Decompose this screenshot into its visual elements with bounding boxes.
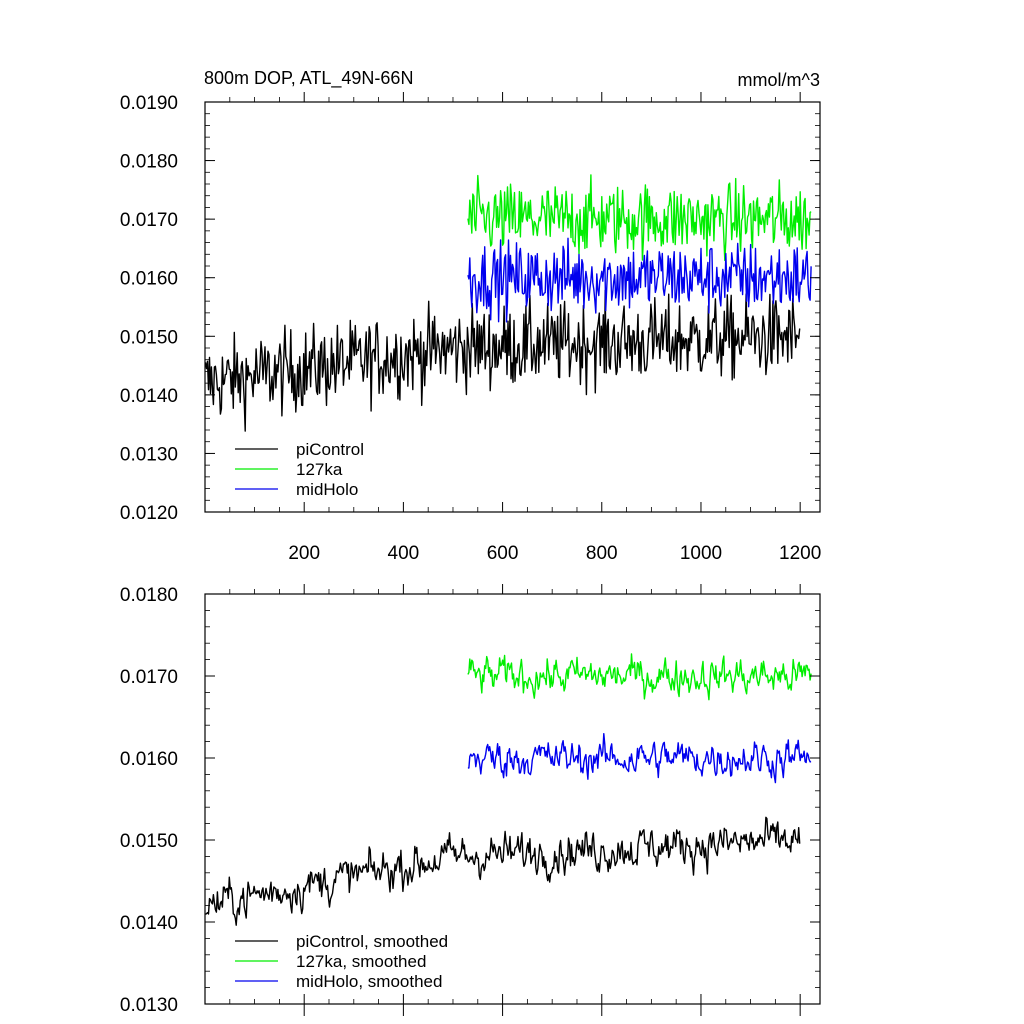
y-tick-label: 0.0160 (120, 269, 178, 290)
y-tick-label: 0.0130 (120, 995, 178, 1016)
x-tick-label: 400 (388, 543, 420, 564)
bottom-legend: piControl, smoothed 127ka, smoothed midH… (235, 932, 448, 991)
y-tick-label: 0.0190 (120, 93, 178, 114)
legend-label-picontrol-smoothed: piControl, smoothed (296, 932, 448, 951)
y-tick-label: 0.0160 (120, 749, 178, 770)
y-tick-label: 0.0140 (120, 386, 178, 407)
y-tick-label: 0.0150 (120, 831, 178, 852)
y-tick-label: 0.0150 (120, 327, 178, 348)
x-tick-label: 1000 (680, 543, 722, 564)
series-line-1 (467, 174, 812, 262)
legend-label-picontrol: piControl (296, 440, 364, 459)
bottom-ticks: 0.0130 0.0140 0.0150 0.0160 0.0170 0.0180 (120, 584, 820, 1016)
top-chart-title: 800m DOP, ATL_49N-66N (204, 68, 413, 89)
bottom-plot-frame (204, 593, 821, 1005)
bottom-panel: 0.0130 0.0140 0.0150 0.0160 0.0170 0.0180 piC… (120, 584, 821, 1016)
legend-label-midholo-smoothed: midHolo, smoothed (296, 972, 442, 991)
x-tick-label: 800 (586, 543, 618, 564)
top-plot-frame (204, 101, 821, 513)
legend-label-127ka: 127ka (296, 460, 343, 479)
y-tick-label: 0.0130 (120, 444, 178, 465)
x-tick-label: 600 (487, 543, 519, 564)
top-ticks: 0.0120 0.0130 0.0140 0.0150 0.0160 0.0170 0.01… (120, 92, 821, 564)
top-units-label: mmol/m^3 (738, 70, 820, 90)
y-tick-label: 0.0180 (120, 585, 178, 606)
x-tick-label: 1200 (779, 543, 821, 564)
series-line-1 (467, 653, 812, 701)
series-line-0 (204, 289, 801, 432)
series-line-2 (467, 237, 812, 323)
x-tick-label: 200 (288, 543, 320, 564)
y-tick-label: 0.0140 (120, 913, 178, 934)
y-tick-label: 0.0170 (120, 667, 178, 688)
legend-label-127ka-smoothed: 127ka, smoothed (296, 952, 426, 971)
series-line-0 (205, 816, 801, 926)
y-tick-label: 0.0170 (120, 210, 178, 231)
top-legend: piControl 127ka midHolo (235, 440, 364, 499)
bottom-series-group (205, 653, 812, 926)
top-series-group (204, 174, 812, 432)
top-panel: 0.0120 0.0130 0.0140 0.0150 0.0160 0.0170 0.01… (120, 68, 821, 564)
y-tick-label: 0.0120 (120, 503, 178, 524)
legend-label-midholo: midHolo (296, 480, 358, 499)
y-tick-label: 0.0180 (120, 152, 178, 173)
series-line-2 (467, 733, 812, 784)
